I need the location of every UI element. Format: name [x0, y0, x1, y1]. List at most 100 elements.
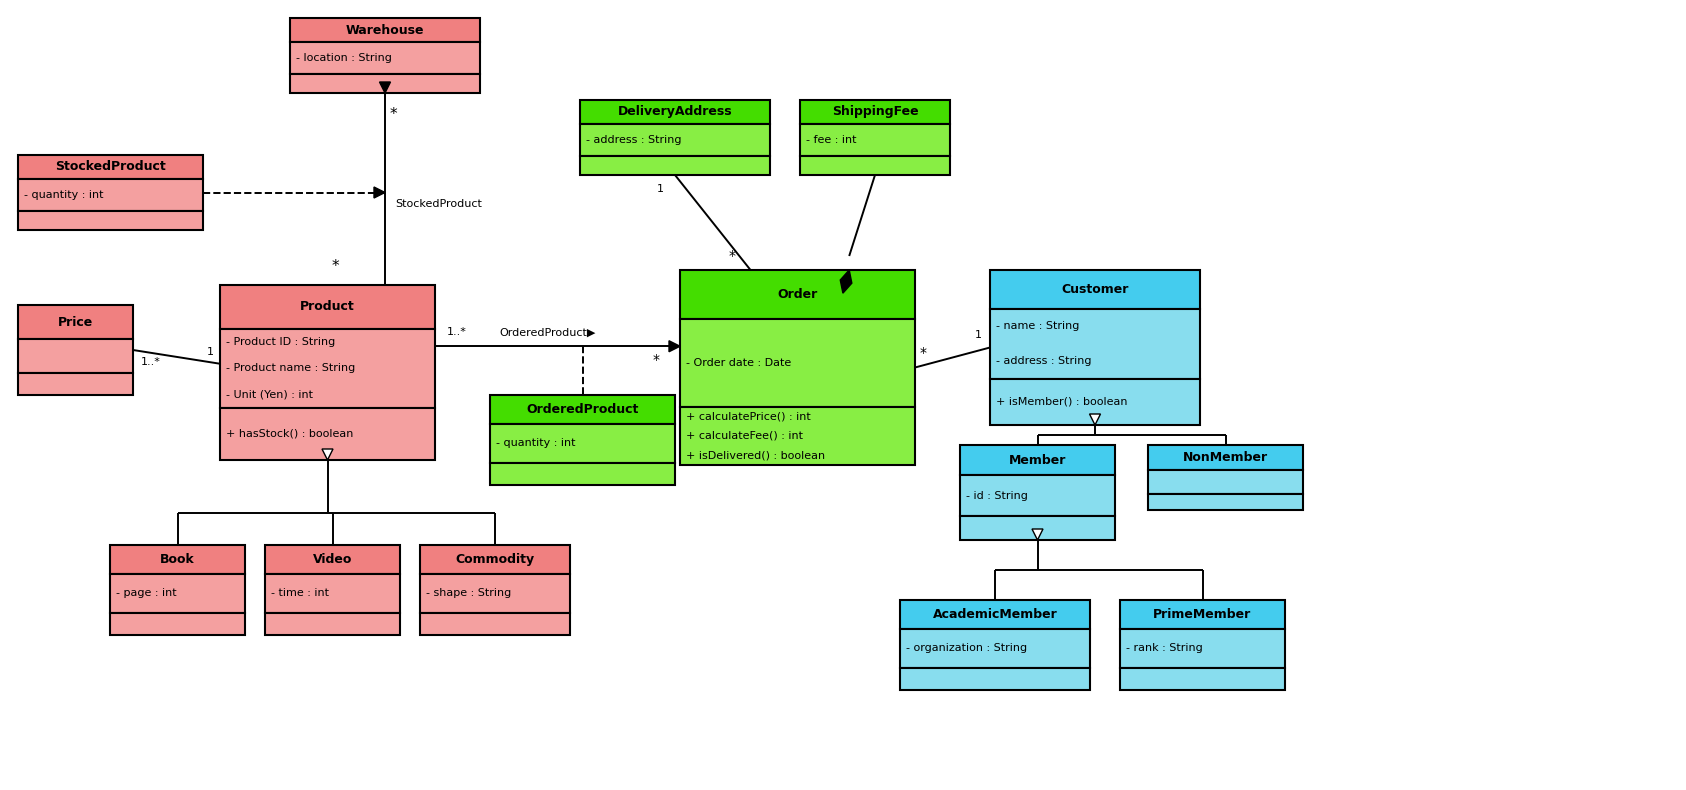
Text: Customer: Customer [1060, 283, 1128, 296]
Bar [1148, 494, 1303, 510]
Text: *: * [919, 347, 927, 360]
Bar [1148, 470, 1303, 494]
Text: AcademicMember: AcademicMember [932, 608, 1057, 621]
Bar [799, 124, 949, 156]
Text: ShippingFee: ShippingFee [831, 106, 919, 118]
Text: 1..*: 1..* [142, 357, 160, 367]
Text: - id : String: - id : String [966, 491, 1028, 501]
Text: - shape : String: - shape : String [427, 588, 511, 598]
Text: *: * [652, 353, 659, 367]
Text: 1: 1 [656, 184, 664, 194]
Text: Warehouse: Warehouse [346, 24, 425, 36]
Text: + isDelivered() : boolean: + isDelivered() : boolean [686, 450, 824, 461]
Bar [219, 329, 435, 408]
Bar [799, 156, 949, 175]
Bar [110, 574, 244, 612]
Text: Price: Price [57, 315, 93, 329]
Polygon shape [379, 82, 391, 93]
Bar [1148, 445, 1303, 470]
Text: StockedProduct: StockedProduct [56, 160, 165, 174]
Text: + calculatePrice() : int: + calculatePrice() : int [686, 412, 811, 421]
Text: PrimeMember: PrimeMember [1153, 608, 1251, 621]
Bar [679, 318, 915, 407]
Text: 1: 1 [206, 347, 214, 357]
Text: - Order date : Date: - Order date : Date [686, 358, 791, 367]
Text: OrderedProduct: OrderedProduct [526, 403, 639, 416]
Bar [19, 305, 133, 339]
Bar [679, 407, 915, 465]
Text: - name : String: - name : String [996, 322, 1079, 331]
Text: - time : int: - time : int [271, 588, 329, 598]
Text: 1..*: 1..* [447, 327, 467, 337]
Text: StockedProduct: StockedProduct [395, 199, 482, 209]
Text: DeliveryAddress: DeliveryAddress [617, 106, 732, 118]
Bar [110, 612, 244, 635]
Text: - Product name : String: - Product name : String [226, 363, 356, 373]
Bar [219, 285, 435, 329]
Text: - Product ID : String: - Product ID : String [226, 337, 336, 347]
Text: + isMember() : boolean: + isMember() : boolean [996, 397, 1128, 407]
Text: *: * [389, 107, 396, 122]
Bar [19, 373, 133, 395]
Polygon shape [1032, 529, 1044, 540]
Bar [19, 179, 202, 211]
Text: - Unit (Yen) : int: - Unit (Yen) : int [226, 389, 314, 400]
Bar [19, 211, 202, 230]
Bar [290, 42, 481, 74]
Bar [491, 395, 674, 423]
Text: - page : int: - page : int [116, 588, 177, 598]
Text: *: * [332, 259, 339, 274]
Bar [990, 378, 1200, 425]
Text: - address : String: - address : String [996, 356, 1091, 366]
Bar [1120, 668, 1285, 690]
Bar [959, 476, 1114, 516]
Text: - quantity : int: - quantity : int [24, 190, 103, 200]
Text: - address : String: - address : String [587, 135, 681, 145]
Bar [990, 309, 1200, 378]
Bar [420, 574, 570, 612]
Polygon shape [669, 340, 679, 352]
Bar [959, 516, 1114, 540]
Bar [900, 629, 1091, 668]
Bar [290, 74, 481, 93]
Bar [580, 100, 771, 124]
Polygon shape [840, 270, 851, 293]
Text: OrderedProduct▶: OrderedProduct▶ [499, 327, 595, 337]
Polygon shape [1089, 414, 1101, 425]
Text: Commodity: Commodity [455, 553, 534, 566]
Text: - organization : String: - organization : String [905, 643, 1027, 653]
Bar [990, 270, 1200, 309]
Bar [420, 612, 570, 635]
Bar [580, 156, 771, 175]
Bar [110, 545, 244, 574]
Bar [1120, 629, 1285, 668]
Text: - quantity : int: - quantity : int [496, 438, 575, 448]
Bar [290, 18, 481, 42]
Bar [491, 462, 674, 485]
Text: Member: Member [1008, 453, 1066, 467]
Bar [1120, 600, 1285, 629]
Bar [265, 574, 400, 612]
Bar [900, 668, 1091, 690]
Bar [265, 545, 400, 574]
Bar [491, 423, 674, 462]
Text: 1: 1 [975, 330, 981, 340]
Bar [799, 100, 949, 124]
Polygon shape [322, 449, 334, 460]
Bar [420, 545, 570, 574]
Text: + hasStock() : boolean: + hasStock() : boolean [226, 429, 354, 438]
Bar [900, 600, 1091, 629]
Bar [959, 445, 1114, 476]
Text: - location : String: - location : String [297, 53, 391, 63]
Text: *: * [728, 249, 737, 263]
Text: Book: Book [160, 553, 196, 566]
Bar [679, 270, 915, 318]
Text: + calculateFee() : int: + calculateFee() : int [686, 431, 803, 441]
Bar [19, 339, 133, 373]
Text: NonMember: NonMember [1184, 451, 1268, 464]
Text: Order: Order [777, 288, 818, 301]
Bar [265, 612, 400, 635]
Text: - rank : String: - rank : String [1126, 643, 1202, 653]
Text: - fee : int: - fee : int [806, 135, 856, 145]
Bar [580, 124, 771, 156]
